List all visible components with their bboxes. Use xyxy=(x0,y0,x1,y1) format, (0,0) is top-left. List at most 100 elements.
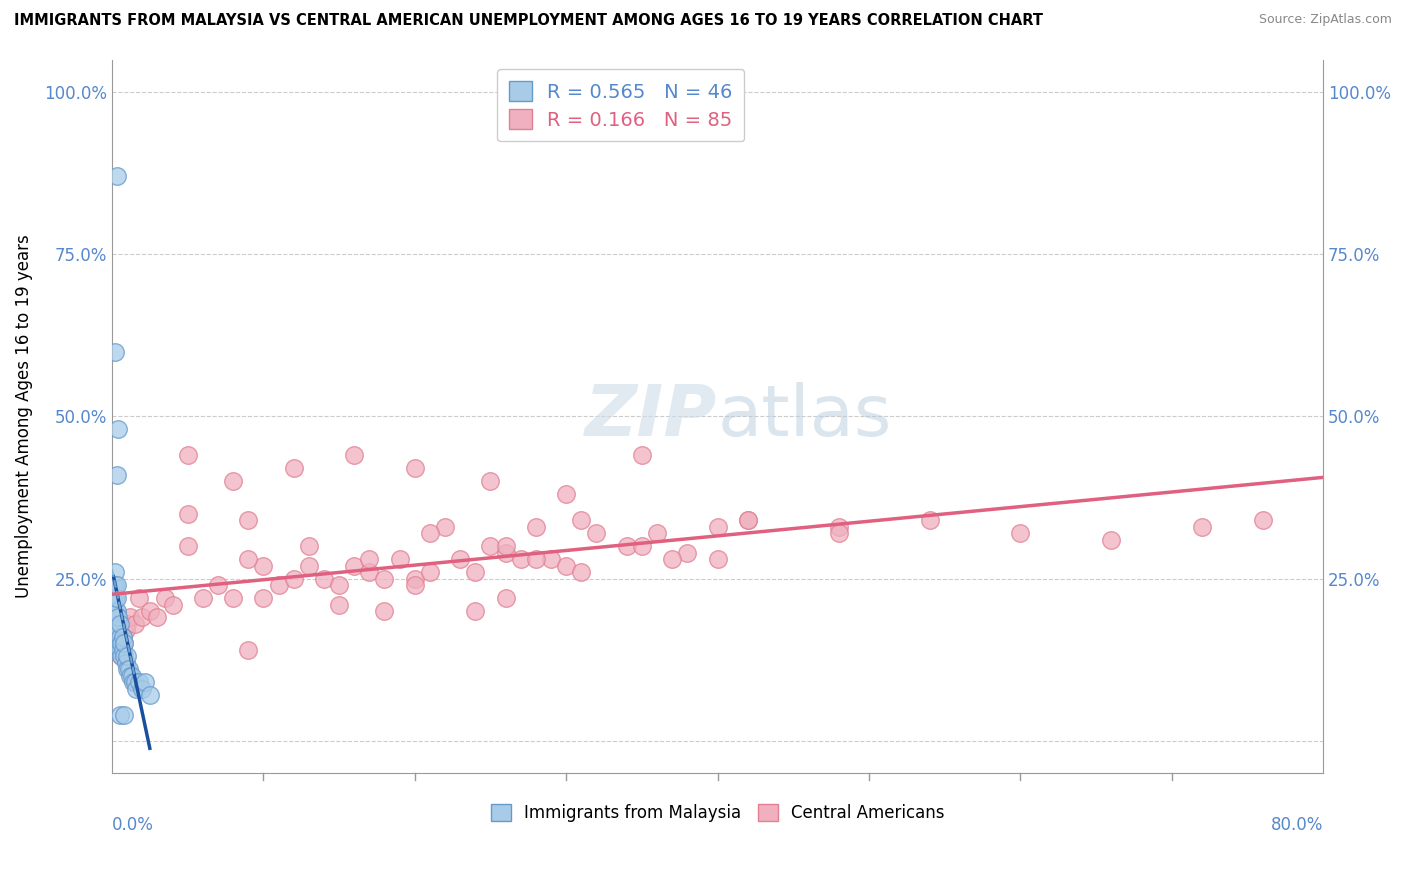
Point xyxy=(105,169,128,184)
Point xyxy=(569,513,592,527)
Point xyxy=(343,448,366,462)
Point xyxy=(298,558,321,573)
Point xyxy=(267,578,290,592)
Point xyxy=(238,552,260,566)
Text: Source: ZipAtlas.com: Source: ZipAtlas.com xyxy=(1258,13,1392,27)
Point xyxy=(107,636,129,650)
Point xyxy=(495,591,517,605)
Point xyxy=(388,552,411,566)
Text: atlas: atlas xyxy=(717,382,891,450)
Point xyxy=(328,598,350,612)
Point xyxy=(283,461,305,475)
Text: 0.0%: 0.0% xyxy=(112,816,153,834)
Point xyxy=(359,552,381,566)
Point xyxy=(737,513,759,527)
Point xyxy=(120,610,142,624)
Point xyxy=(343,558,366,573)
Point xyxy=(104,636,127,650)
Point xyxy=(737,513,759,527)
Point xyxy=(1010,526,1032,541)
Point xyxy=(111,643,134,657)
Point xyxy=(124,617,146,632)
Point xyxy=(419,565,441,579)
Point xyxy=(238,643,260,657)
Point xyxy=(105,591,128,605)
Point xyxy=(404,461,426,475)
Point xyxy=(373,572,395,586)
Point xyxy=(112,636,135,650)
Point xyxy=(139,604,162,618)
Point xyxy=(110,636,132,650)
Point xyxy=(115,649,138,664)
Point xyxy=(1099,533,1122,547)
Point xyxy=(555,558,578,573)
Point xyxy=(207,578,229,592)
Point xyxy=(524,519,547,533)
Point xyxy=(134,675,156,690)
Point xyxy=(104,578,127,592)
Point xyxy=(110,649,132,664)
Point xyxy=(645,526,668,541)
Point xyxy=(585,526,607,541)
Point xyxy=(103,617,125,632)
Point xyxy=(131,681,153,696)
Point xyxy=(104,591,127,605)
Point xyxy=(104,617,127,632)
Point xyxy=(104,624,127,638)
Legend: Immigrants from Malaysia, Central Americans: Immigrants from Malaysia, Central Americ… xyxy=(484,797,952,829)
Point xyxy=(139,689,162,703)
Point xyxy=(128,591,150,605)
Point xyxy=(509,552,531,566)
Point xyxy=(104,565,127,579)
Point xyxy=(105,630,128,644)
Point xyxy=(120,669,142,683)
Text: IMMIGRANTS FROM MALAYSIA VS CENTRAL AMERICAN UNEMPLOYMENT AMONG AGES 16 TO 19 YE: IMMIGRANTS FROM MALAYSIA VS CENTRAL AMER… xyxy=(14,13,1043,29)
Point xyxy=(222,591,245,605)
Point xyxy=(434,519,457,533)
Point xyxy=(108,643,131,657)
Point xyxy=(114,656,136,670)
Point xyxy=(283,572,305,586)
Point xyxy=(108,630,131,644)
Point xyxy=(312,572,335,586)
Point xyxy=(105,617,128,632)
Point xyxy=(298,539,321,553)
Point xyxy=(176,448,198,462)
Point xyxy=(114,624,136,638)
Point xyxy=(191,591,214,605)
Point xyxy=(104,604,127,618)
Point xyxy=(661,552,683,566)
Point xyxy=(706,552,728,566)
Text: ZIP: ZIP xyxy=(585,382,717,450)
Point xyxy=(107,636,129,650)
Point xyxy=(569,565,592,579)
Text: 80.0%: 80.0% xyxy=(1271,816,1323,834)
Point xyxy=(115,617,138,632)
Point xyxy=(479,539,502,553)
Point xyxy=(162,598,184,612)
Point xyxy=(131,610,153,624)
Point xyxy=(125,681,148,696)
Point xyxy=(111,630,134,644)
Point xyxy=(121,669,143,683)
Point xyxy=(107,624,129,638)
Point xyxy=(631,539,654,553)
Point xyxy=(122,675,145,690)
Point xyxy=(146,610,169,624)
Point xyxy=(1191,519,1213,533)
Point xyxy=(108,643,131,657)
Point xyxy=(464,604,486,618)
Point xyxy=(105,604,128,618)
Point xyxy=(115,662,138,676)
Point xyxy=(464,565,486,579)
Point xyxy=(495,546,517,560)
Point xyxy=(153,591,176,605)
Point xyxy=(827,526,849,541)
Point xyxy=(404,572,426,586)
Point xyxy=(128,675,150,690)
Point xyxy=(112,636,135,650)
Point xyxy=(419,526,441,541)
Point xyxy=(222,475,245,489)
Point xyxy=(404,578,426,592)
Point xyxy=(252,558,274,573)
